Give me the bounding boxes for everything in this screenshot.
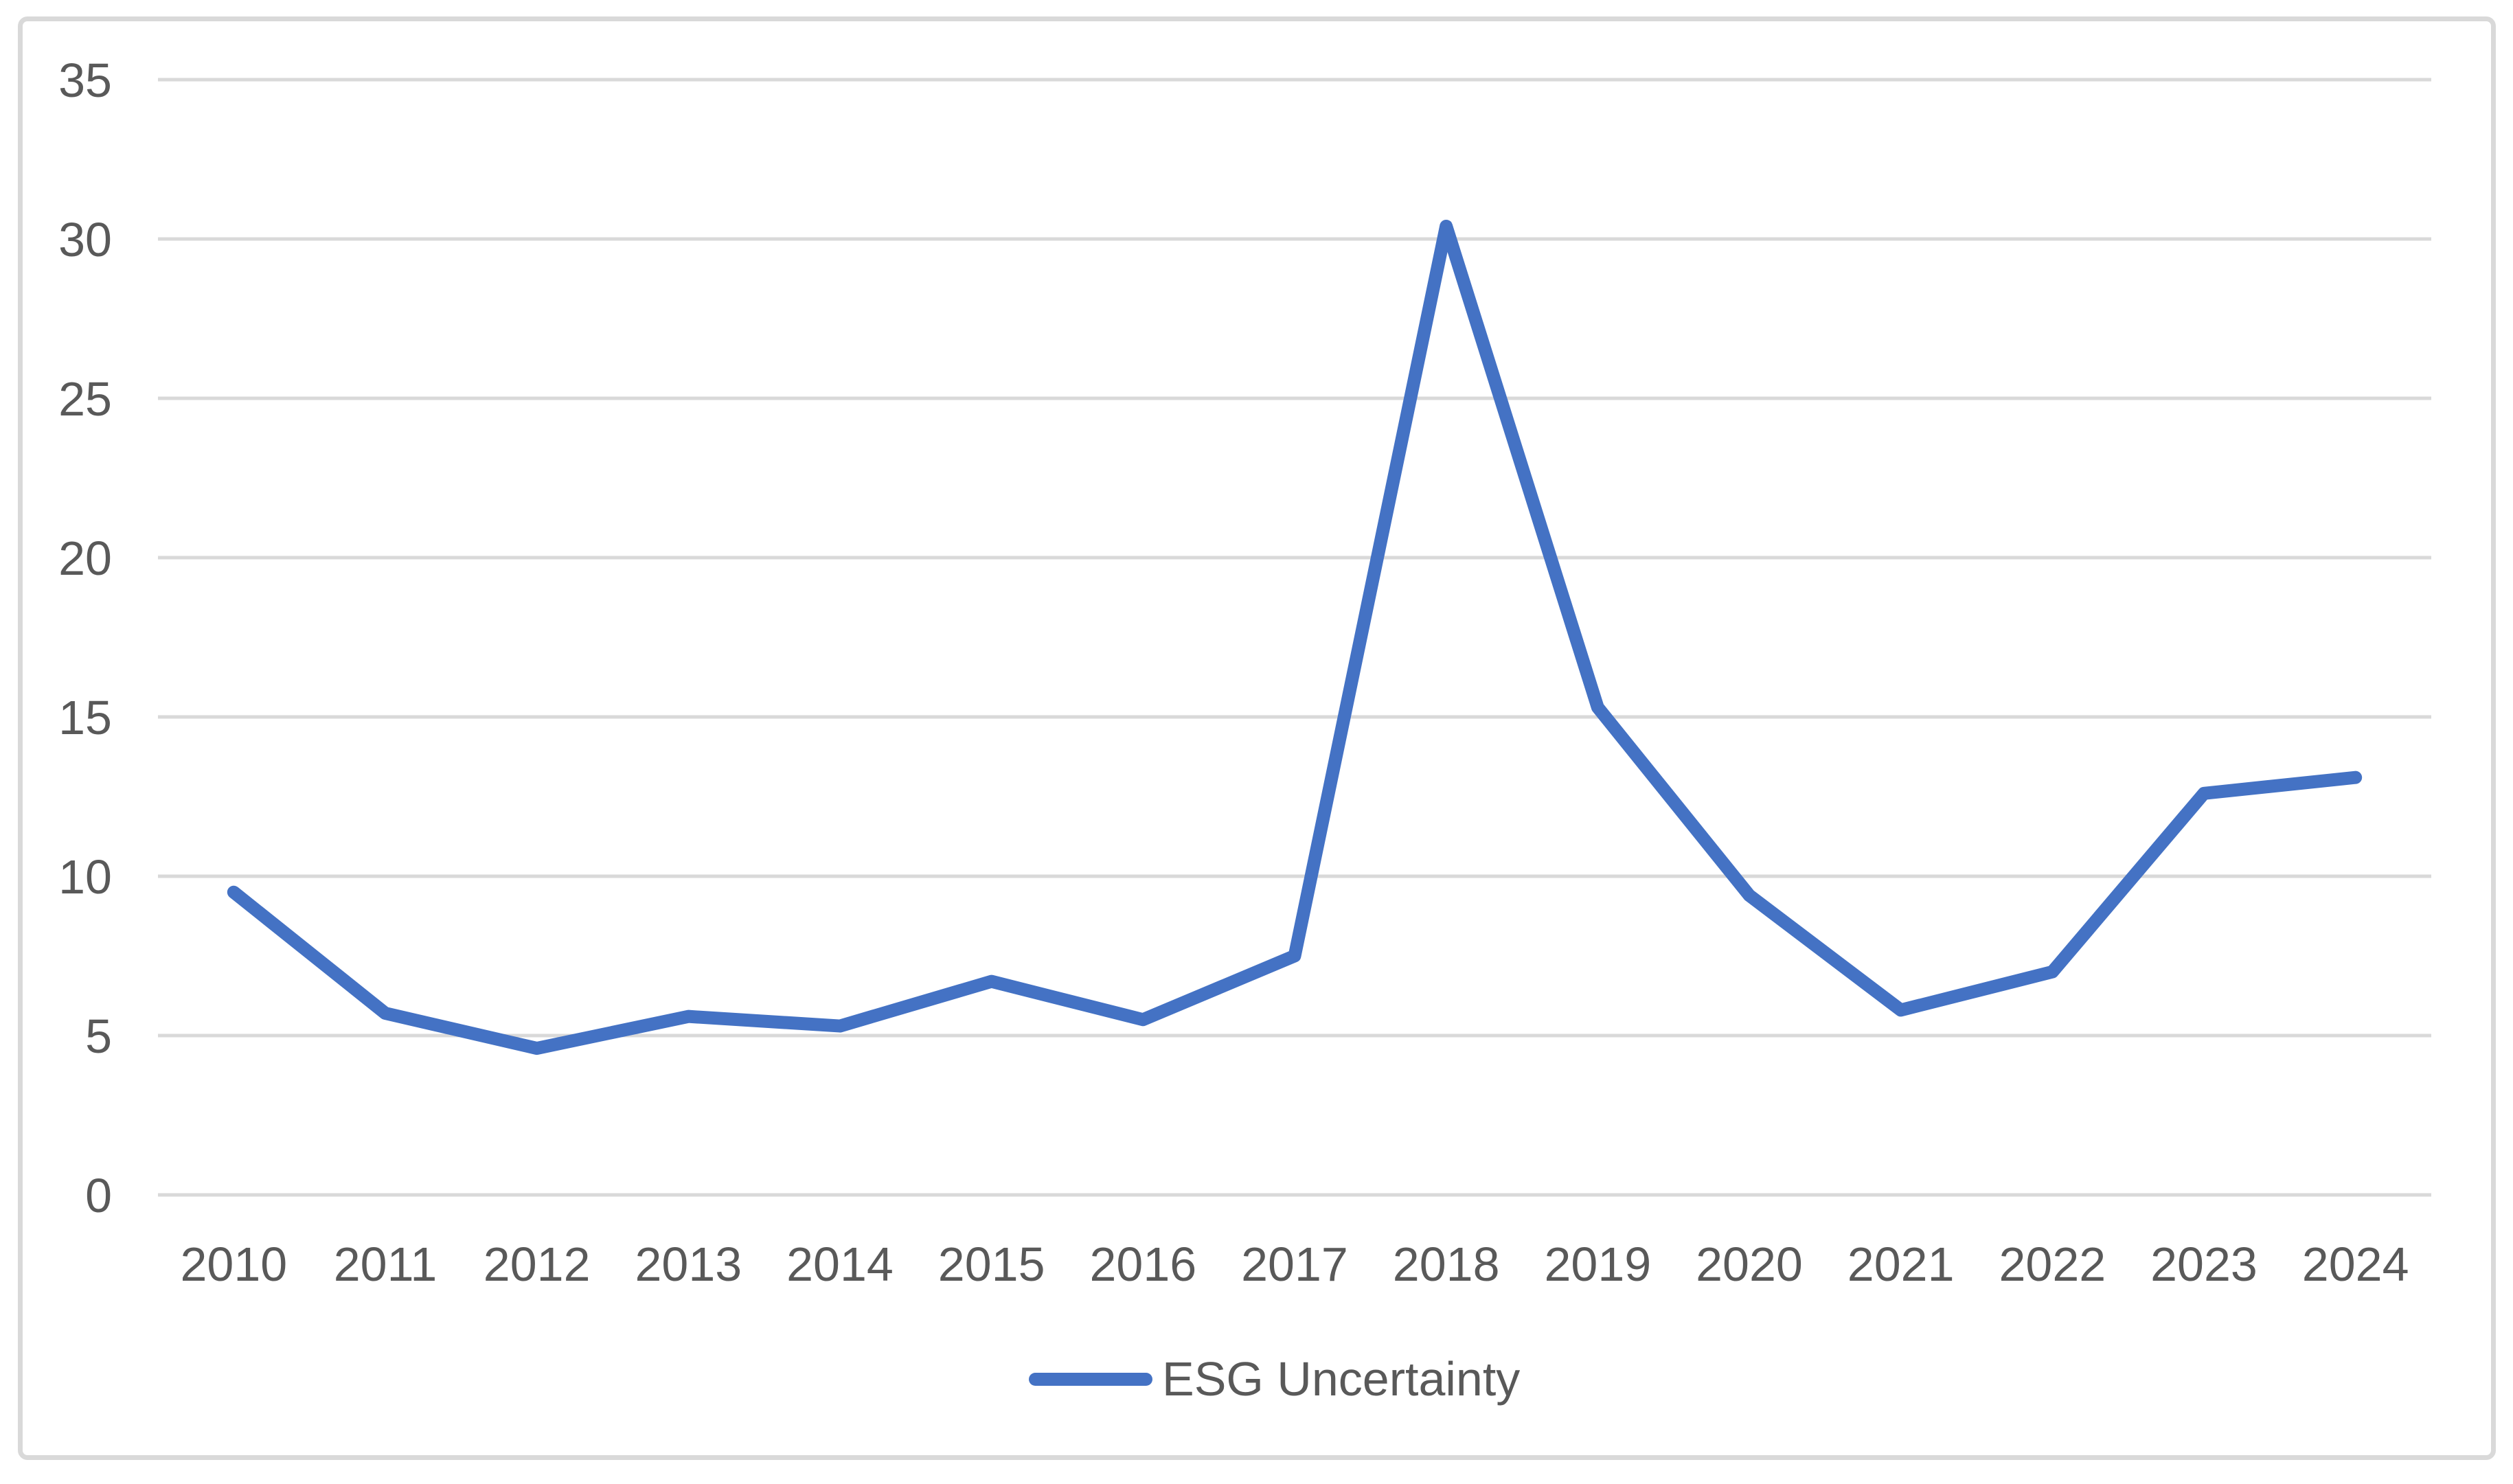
x-axis-tick-label: 2017 xyxy=(1241,1237,1348,1291)
x-axis-tick-label: 2020 xyxy=(1696,1237,1803,1291)
x-axis-tick-label: 2016 xyxy=(1089,1237,1196,1291)
x-axis-tick-label: 2013 xyxy=(635,1237,742,1291)
esg-uncertainty-line xyxy=(227,219,2363,1055)
y-axis-tick-label: 20 xyxy=(58,532,112,585)
x-axis-tick-label: 2021 xyxy=(1847,1237,1955,1291)
y-axis-tick-label: 5 xyxy=(85,1009,112,1063)
y-axis-tick-label: 30 xyxy=(58,213,112,266)
x-axis-tick-label: 2011 xyxy=(334,1237,437,1291)
x-axis-tick-label: 2010 xyxy=(180,1237,287,1291)
legend-line-swatch xyxy=(1029,1372,1152,1386)
x-axis-tick-label: 2012 xyxy=(484,1237,591,1291)
y-axis-tick-label: 10 xyxy=(58,850,112,904)
x-axis-tick-label: 2015 xyxy=(938,1237,1045,1291)
x-axis-tick-label: 2023 xyxy=(2150,1237,2258,1291)
x-axis-tick-label: 2022 xyxy=(1999,1237,2106,1291)
x-axis-tick-label: 2018 xyxy=(1393,1237,1500,1291)
x-axis-tick-label: 2024 xyxy=(2302,1237,2409,1291)
x-axis-tick-label: 2014 xyxy=(786,1237,894,1291)
y-axis-tick-label: 25 xyxy=(58,372,112,426)
y-axis-tick-label: 0 xyxy=(85,1169,112,1222)
legend-label: ESG Uncertainty xyxy=(1162,1352,1521,1406)
x-axis-tick-label: 2019 xyxy=(1544,1237,1651,1291)
y-axis-tick-label: 15 xyxy=(58,691,112,744)
y-axis-tick-label: 35 xyxy=(58,54,112,107)
chart-border xyxy=(18,16,2496,1460)
legend: ESG Uncertainty xyxy=(1029,1352,1521,1406)
